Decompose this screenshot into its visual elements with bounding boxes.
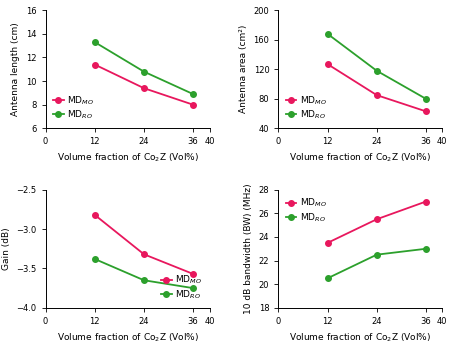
MD$_{RO}$: [324, 32, 329, 36]
Y-axis label: Gain (dB): Gain (dB): [2, 227, 11, 270]
MD$_{RO}$: [141, 278, 147, 282]
MD$_{RO}$: [324, 276, 329, 280]
X-axis label: Volume fraction of Co$_2$Z (Vol%): Volume fraction of Co$_2$Z (Vol%): [56, 331, 198, 342]
MD$_{RO}$: [92, 40, 97, 44]
Line: MD$_{RO}$: MD$_{RO}$: [324, 246, 428, 281]
MD$_{MO}$: [141, 252, 147, 256]
MD$_{MO}$: [190, 272, 196, 276]
MD$_{RO}$: [422, 247, 428, 251]
MD$_{RO}$: [373, 69, 379, 73]
Y-axis label: Antenna length (cm): Antenna length (cm): [11, 23, 20, 116]
Line: MD$_{RO}$: MD$_{RO}$: [324, 31, 428, 102]
MD$_{RO}$: [92, 257, 97, 261]
MD$_{MO}$: [373, 217, 379, 221]
X-axis label: Volume fraction of Co$_2$Z (Vol%): Volume fraction of Co$_2$Z (Vol%): [288, 331, 430, 342]
Line: MD$_{MO}$: MD$_{MO}$: [92, 62, 196, 107]
MD$_{RO}$: [373, 253, 379, 257]
MD$_{MO}$: [324, 241, 329, 245]
Line: MD$_{RO}$: MD$_{RO}$: [92, 39, 196, 97]
Legend: MD$_{MO}$, MD$_{RO}$: MD$_{MO}$, MD$_{RO}$: [282, 92, 329, 124]
MD$_{MO}$: [92, 63, 97, 67]
MD$_{RO}$: [141, 70, 147, 74]
Y-axis label: Antenna area (cm²): Antenna area (cm²): [238, 25, 248, 114]
MD$_{MO}$: [92, 213, 97, 217]
Y-axis label: 10 dB bandwidth (BW) (MHz): 10 dB bandwidth (BW) (MHz): [243, 183, 253, 314]
MD$_{RO}$: [190, 286, 196, 290]
MD$_{MO}$: [422, 199, 428, 203]
Line: MD$_{MO}$: MD$_{MO}$: [324, 61, 428, 114]
Line: MD$_{MO}$: MD$_{MO}$: [92, 212, 196, 277]
MD$_{RO}$: [190, 92, 196, 96]
MD$_{MO}$: [373, 93, 379, 97]
MD$_{MO}$: [324, 62, 329, 66]
Legend: MD$_{MO}$, MD$_{RO}$: MD$_{MO}$, MD$_{RO}$: [282, 194, 329, 226]
Legend: MD$_{MO}$, MD$_{RO}$: MD$_{MO}$, MD$_{RO}$: [158, 271, 205, 303]
Line: MD$_{RO}$: MD$_{RO}$: [92, 256, 196, 291]
MD$_{MO}$: [190, 103, 196, 107]
X-axis label: Volume fraction of Co$_2$Z (Vol%): Volume fraction of Co$_2$Z (Vol%): [288, 152, 430, 165]
MD$_{RO}$: [422, 97, 428, 101]
MD$_{MO}$: [141, 86, 147, 90]
X-axis label: Volume fraction of Co$_2$Z (Vol%): Volume fraction of Co$_2$Z (Vol%): [56, 152, 198, 165]
MD$_{MO}$: [422, 109, 428, 114]
Legend: MD$_{MO}$, MD$_{RO}$: MD$_{MO}$, MD$_{RO}$: [50, 92, 97, 124]
Line: MD$_{MO}$: MD$_{MO}$: [324, 199, 428, 246]
